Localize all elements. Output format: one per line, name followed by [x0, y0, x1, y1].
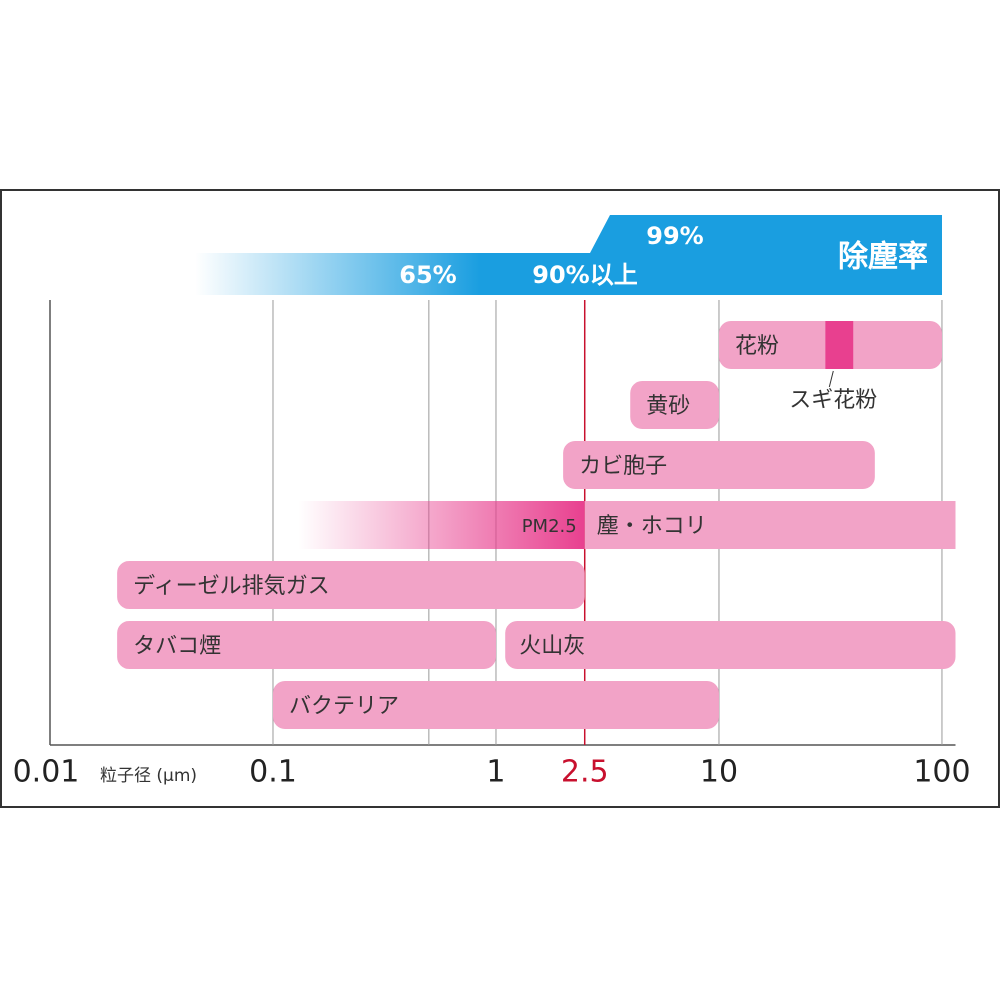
- frame: [0, 189, 1000, 808]
- bar-label: ディーゼル排気ガス: [133, 574, 329, 599]
- sub-bar: [825, 321, 854, 369]
- bar-label: 塵・ホコリ: [597, 514, 707, 539]
- x-tick-label: 100: [913, 755, 970, 790]
- efficiency-level: 90%以上: [532, 261, 637, 289]
- range-bar: [505, 621, 956, 669]
- range-bar: [272, 681, 719, 729]
- range-bar: [117, 621, 496, 669]
- range-bar: [563, 441, 875, 489]
- leader: [828, 370, 834, 388]
- sub-label: スギ花粉: [789, 388, 877, 413]
- range-bar: [117, 561, 585, 609]
- lead-label: PM2.5: [522, 516, 577, 537]
- x-tick-label: 2.5: [561, 755, 609, 790]
- range-bar: [630, 381, 719, 429]
- bar-label: タバコ煙: [133, 634, 221, 659]
- efficiency-level: 65%: [399, 261, 456, 289]
- range-bar: [584, 501, 956, 549]
- lead-bar: [298, 501, 585, 549]
- bar-label: 黄砂: [646, 394, 690, 419]
- x-tick-label: 0.01: [13, 755, 80, 790]
- x-tick-label: 10: [700, 755, 738, 790]
- bar-label: 火山灰: [519, 634, 585, 659]
- bar-label: バクテリア: [289, 694, 399, 719]
- efficiency-title: 除塵率: [838, 240, 928, 275]
- x-tick-label: 1: [486, 755, 505, 790]
- x-axis-label: 粒子径 (μm): [100, 766, 197, 786]
- bar-label: カビ胞子: [579, 454, 667, 479]
- efficiency-band: [195, 215, 942, 295]
- bar-label: 花粉: [735, 334, 779, 359]
- x-tick-label: 0.1: [249, 755, 297, 790]
- efficiency-level: 99%: [646, 222, 703, 250]
